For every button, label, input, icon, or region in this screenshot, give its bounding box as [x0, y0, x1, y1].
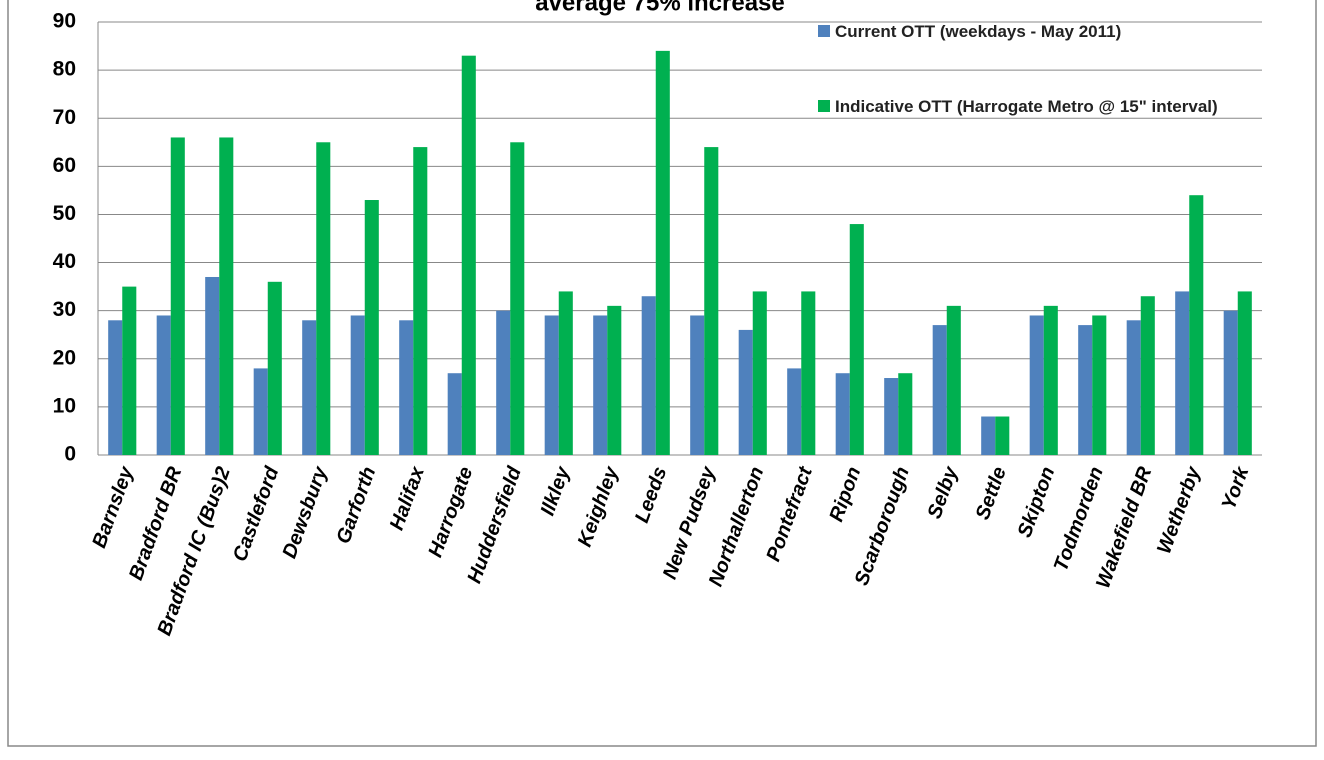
bar	[108, 320, 123, 455]
bar	[544, 315, 559, 455]
legend-swatch	[818, 25, 830, 37]
legend-item: Indicative OTT (Harrogate Metro @ 15" in…	[818, 93, 1218, 120]
y-tick-label: 20	[53, 346, 76, 369]
bar	[593, 315, 608, 455]
bar	[1237, 291, 1252, 455]
bar	[350, 315, 365, 455]
bar	[787, 368, 802, 455]
x-tick-label: Castleford	[229, 463, 284, 564]
bar	[995, 416, 1010, 455]
y-tick-label: 10	[53, 394, 76, 417]
x-tick-label: Leeds	[631, 464, 671, 526]
y-tick-label: 40	[53, 250, 76, 273]
bar	[981, 416, 996, 455]
x-tick-label: Selby	[923, 463, 962, 521]
bar	[849, 224, 864, 455]
legend-swatch	[818, 100, 830, 112]
bar	[1126, 320, 1141, 455]
x-tick-label: Todmorden	[1050, 464, 1108, 574]
frame	[7, 0, 1317, 747]
y-tick-label: 60	[53, 154, 76, 177]
bar	[316, 142, 331, 455]
y-tick-label: 30	[53, 298, 76, 321]
bar	[690, 315, 705, 455]
bar	[156, 315, 171, 455]
bar	[752, 291, 767, 455]
x-tick-label: Wetherby	[1153, 463, 1205, 557]
bar	[413, 147, 428, 456]
legend-label: Current OTT (weekdays - May 2011)	[835, 22, 1122, 41]
bar	[1140, 296, 1155, 455]
bar	[558, 291, 573, 455]
bar	[1092, 315, 1107, 455]
legend-label: Indicative OTT (Harrogate Metro @ 15" in…	[835, 97, 1218, 116]
x-tick-label: Skipton	[1014, 464, 1060, 540]
x-tick-label: Dewsbury	[279, 463, 333, 561]
bar	[122, 286, 137, 455]
bar	[205, 276, 220, 455]
bar	[1043, 305, 1058, 455]
bar	[447, 373, 462, 455]
x-tick-label: Ripon	[825, 464, 865, 525]
legend-item: Current OTT (weekdays - May 2011)	[818, 18, 1218, 45]
bar	[1078, 325, 1093, 455]
bar	[1029, 315, 1044, 455]
bar	[510, 142, 525, 455]
bar	[399, 320, 414, 455]
bar	[253, 368, 268, 455]
bar	[496, 310, 511, 455]
bar	[898, 373, 913, 455]
x-tick-label: Barnsley	[88, 463, 138, 551]
x-tick-label: Pontefract	[762, 463, 817, 565]
x-tick-label: Halifax	[386, 463, 429, 533]
bar	[267, 281, 282, 455]
x-tick-label: Settle	[972, 464, 1011, 523]
bar	[1189, 195, 1204, 455]
bar	[738, 329, 753, 455]
bar	[835, 373, 850, 455]
bar	[219, 137, 234, 455]
y-tick-label: 90	[53, 10, 76, 33]
bar	[607, 305, 622, 455]
bar	[704, 147, 719, 456]
bar	[170, 137, 185, 455]
y-tick-label: 50	[53, 202, 76, 225]
bar	[884, 378, 899, 455]
x-tick-label: Keighley	[574, 463, 623, 550]
bar	[932, 325, 947, 455]
y-tick-label: 80	[53, 58, 76, 81]
chart-title: average 75% increase	[535, 0, 785, 16]
bar	[1175, 291, 1190, 455]
bar	[1223, 310, 1238, 455]
bar	[801, 291, 816, 455]
bar	[655, 50, 670, 455]
x-tick-label: Garforth	[332, 464, 380, 547]
bar	[461, 55, 476, 456]
x-tick-label: York	[1218, 463, 1254, 512]
bar	[364, 200, 379, 455]
bar	[641, 296, 656, 455]
x-tick-label: Harrogate	[424, 464, 477, 560]
bar	[946, 305, 961, 455]
x-tick-label: Ilkley	[537, 463, 575, 518]
bar	[302, 320, 317, 455]
y-tick-label: 70	[53, 106, 76, 129]
y-tick-label: 0	[64, 443, 76, 466]
